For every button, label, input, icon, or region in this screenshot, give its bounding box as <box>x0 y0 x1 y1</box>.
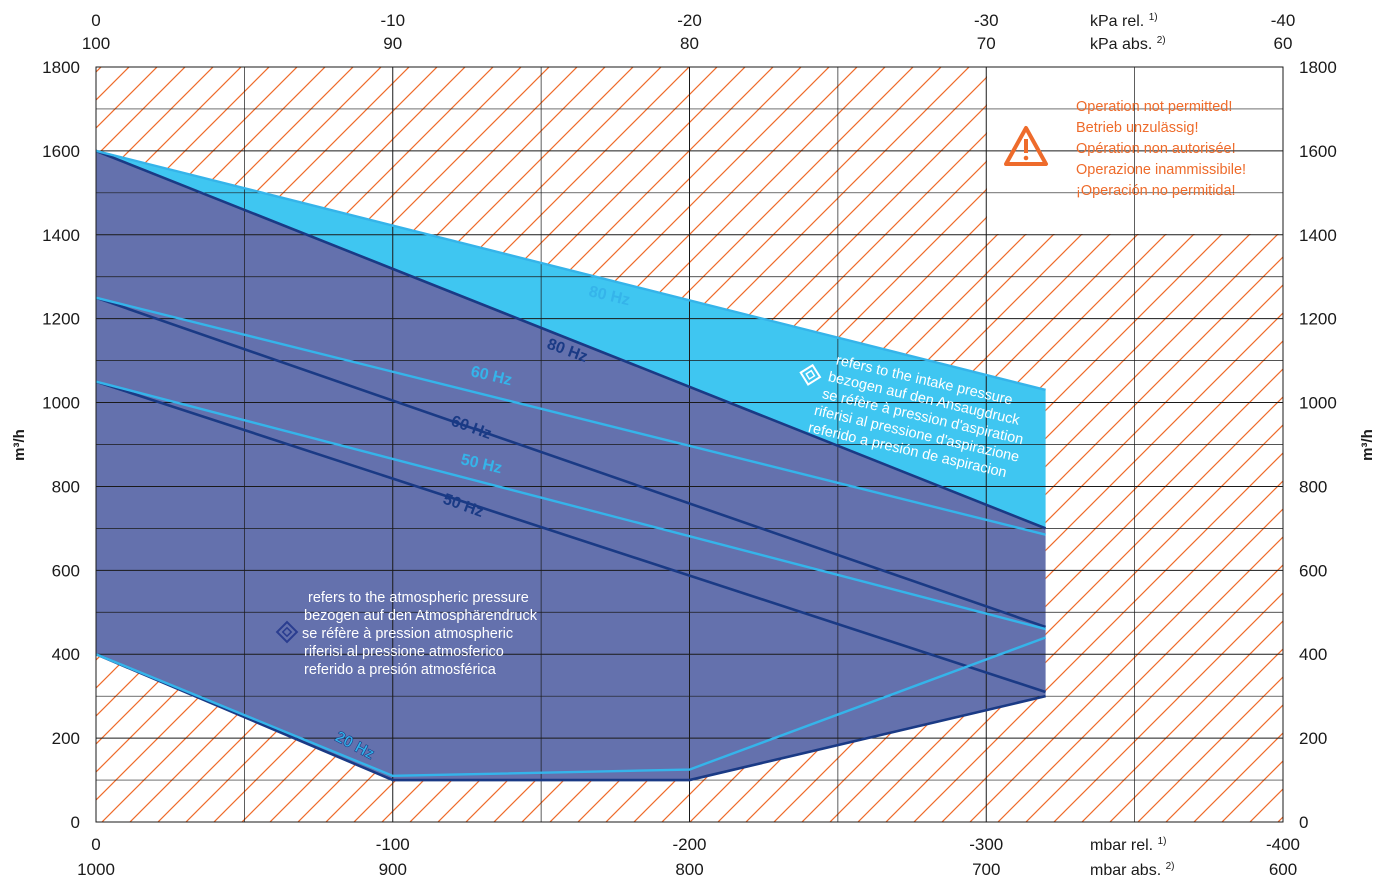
top-abs-unit: kPa abs. 2) <box>1090 35 1166 53</box>
x-tick-top-rel: -20 <box>677 11 702 30</box>
x-tick-top-abs: 60 <box>1274 34 1293 53</box>
diamond-icon-intake <box>799 363 822 386</box>
series-line-60hz-dark <box>95 296 1047 629</box>
y-tick-left: 1000 <box>42 394 80 413</box>
atmospheric-note-line-it: riferisi al pressione atmosferico <box>304 644 504 660</box>
y-tick-left: 0 <box>71 813 80 832</box>
y-tick-right: 0 <box>1299 813 1308 832</box>
x-tick-bottom-abs: 1000 <box>77 860 115 879</box>
bottom-rel-unit: mbar rel. 1) <box>1090 836 1166 854</box>
y-tick-right: 1800 <box>1299 58 1337 77</box>
series-line-80hz-light <box>95 149 1046 392</box>
y-tick-left: 200 <box>52 729 80 748</box>
x-tick-bottom-rel: -400 <box>1266 835 1300 854</box>
series-line-60hz-light <box>95 296 1046 536</box>
warning-line-fr: Opération non autorisée! <box>1076 141 1236 157</box>
top-rel-unit: kPa rel. 1) <box>1090 12 1158 30</box>
atmospheric-note-line-de: bezogen auf den Atmosphärendruck <box>304 608 538 624</box>
warning-line-it: Operazione inammissibile! <box>1076 162 1246 178</box>
series-line-20hz-dark <box>95 653 1046 782</box>
x-tick-top-abs: 80 <box>680 34 699 53</box>
atmospheric-note-line-fr: se réfère à pression atmospheric <box>302 626 513 642</box>
x-tick-top-abs: 90 <box>383 34 402 53</box>
bottom-abs-unit: mbar abs. 2) <box>1090 861 1175 879</box>
frequency-series <box>95 149 1047 782</box>
x-tick-bottom-abs: 600 <box>1269 860 1297 879</box>
x-tick-top-rel: -30 <box>974 11 999 30</box>
diamond-icon-atmospheric <box>275 620 299 644</box>
x-tick-top-rel: -40 <box>1271 11 1296 30</box>
y-tick-right: 800 <box>1299 477 1327 496</box>
x-tick-bottom-abs: 900 <box>379 860 407 879</box>
x-tick-bottom-abs: 800 <box>675 860 703 879</box>
y-axis-label-right: m³/h <box>1359 429 1376 461</box>
y-tick-left: 800 <box>52 477 80 496</box>
atmospheric-note-line-en: refers to the atmospheric pressure <box>308 590 529 606</box>
x-tick-top-rel: 0 <box>91 11 100 30</box>
warning-line-en: Operation not permitted! <box>1076 99 1232 115</box>
y-axis-label-left: m³/h <box>11 429 28 461</box>
y-tick-left: 1200 <box>42 310 80 329</box>
warning-line-de: Betrieb unzulässig! <box>1076 120 1199 136</box>
plot-frame <box>95 66 1284 823</box>
y-tick-left: 400 <box>52 645 80 664</box>
series-line-20hz-light <box>95 636 1047 778</box>
x-tick-top-rel: -10 <box>380 11 405 30</box>
warning-text: Operation not permitted! Betrieb unzuläs… <box>1076 99 1246 199</box>
y-tick-right: 1200 <box>1299 310 1337 329</box>
y-tick-right: 400 <box>1299 645 1327 664</box>
y-tick-right: 1400 <box>1299 226 1337 245</box>
y-tick-right: 200 <box>1299 729 1327 748</box>
x-tick-bottom-rel: -300 <box>969 835 1003 854</box>
x-tick-bottom-abs: 700 <box>972 860 1000 879</box>
x-tick-bottom-rel: -200 <box>672 835 706 854</box>
series-line-50hz-light <box>95 380 1046 631</box>
series-line-50hz-dark <box>95 380 1047 694</box>
y-tick-left: 1800 <box>42 58 80 77</box>
grid-lines <box>96 67 1283 822</box>
x-tick-bottom-rel: -100 <box>376 835 410 854</box>
x-tick-top-abs: 70 <box>977 34 996 53</box>
x-tick-top-abs: 100 <box>82 34 110 53</box>
atmospheric-note: refers to the atmospheric pressure bezog… <box>302 590 538 678</box>
warning-line-es: ¡Operación no permitida! <box>1076 183 1236 199</box>
x-tick-bottom-rel: 0 <box>91 835 100 854</box>
y-tick-left: 600 <box>52 561 80 580</box>
region-atmospheric <box>96 150 1046 781</box>
y-tick-left: 1400 <box>42 226 80 245</box>
atmospheric-note-line-es: referido a presión atmosférica <box>304 662 497 678</box>
y-tick-left: 1600 <box>42 142 80 161</box>
series-line-80hz-dark <box>95 149 1047 530</box>
y-tick-right: 600 <box>1299 561 1327 580</box>
warning-icon <box>1004 126 1048 166</box>
y-tick-right: 1000 <box>1299 394 1337 413</box>
y-tick-right: 1600 <box>1299 142 1337 161</box>
